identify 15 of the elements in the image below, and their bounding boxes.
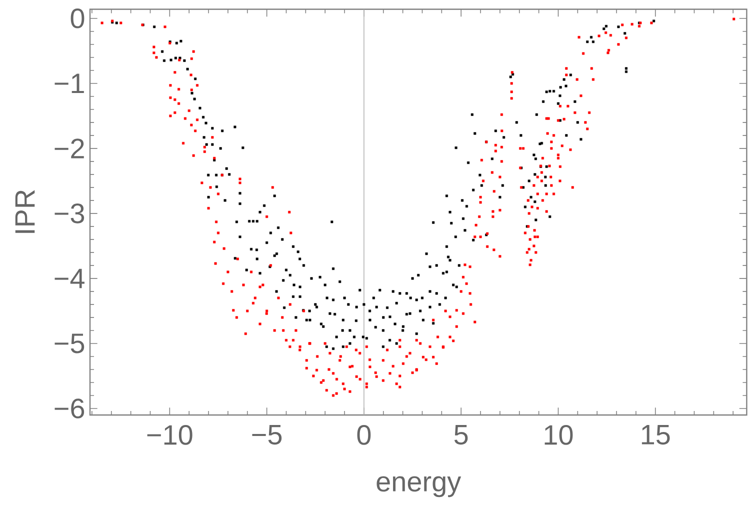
x-tick-label: 10 xyxy=(544,425,573,445)
y-tick-label: −1 xyxy=(54,74,84,94)
y-tick-label: −5 xyxy=(54,334,84,354)
y-tick-label: −2 xyxy=(54,138,84,158)
y-tick-label: −3 xyxy=(54,204,84,224)
x-tick-label: 0 xyxy=(357,425,371,445)
y-tick-label: 0 xyxy=(70,8,84,28)
x-tick-label: 15 xyxy=(642,425,670,445)
y-axis-title: IPR xyxy=(15,190,35,233)
x-tick-label: −5 xyxy=(252,425,282,445)
x-tick-label: −10 xyxy=(147,425,192,445)
x-tick-label: 5 xyxy=(454,425,468,445)
y-tick-label: −4 xyxy=(54,268,84,288)
y-tick-label: −6 xyxy=(54,398,84,418)
x-axis-title: energy xyxy=(376,476,462,498)
